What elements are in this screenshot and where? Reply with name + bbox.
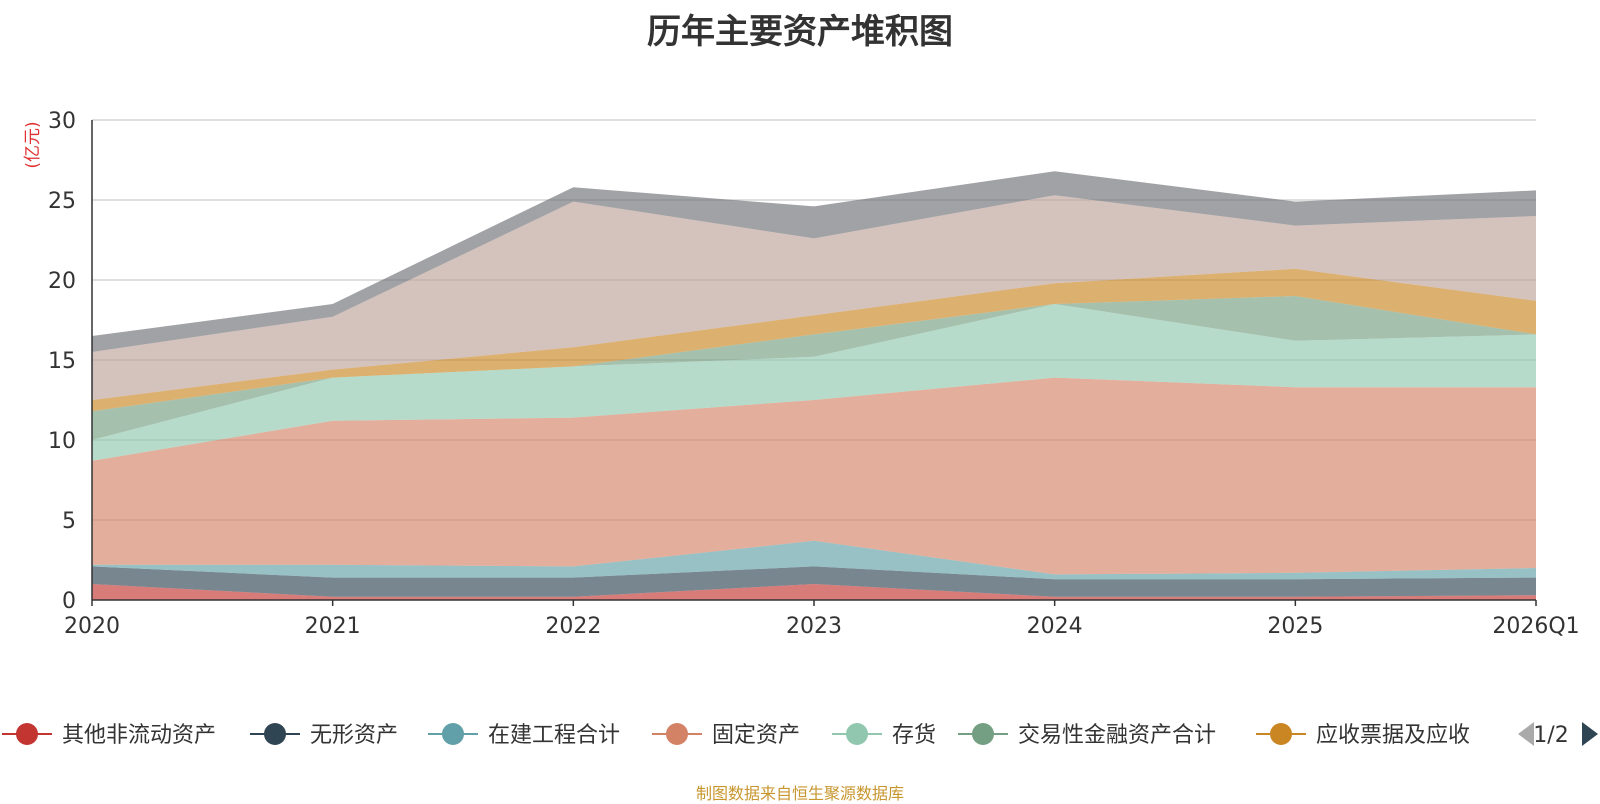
x-tick-label: 2024 [1027,614,1083,639]
legend-item-6[interactable]: 交易性金融资产合计 [958,723,1216,748]
legend-item-1[interactable]: 其他非流动资产 [2,723,216,748]
legend-label: 应收票据及应收 [1316,723,1470,748]
legend-marker-icon [16,723,38,745]
legend-next-icon[interactable] [1582,722,1598,746]
legend-item-3[interactable]: 在建工程合计 [428,723,620,748]
legend-label: 无形资产 [310,723,398,748]
x-tick-label: 2020 [64,614,120,639]
legend-marker-icon [972,723,994,745]
legend-marker-icon [264,723,286,745]
legend-label: 存货 [892,723,936,748]
legend-marker-icon [1270,723,1292,745]
legend-item-2[interactable]: 无形资产 [250,723,398,748]
y-tick-label: 0 [62,589,76,614]
y-tick-label: 30 [48,109,76,134]
y-axis-label: (亿元) [23,121,43,168]
legend-label: 交易性金融资产合计 [1018,723,1216,748]
legend-marker-icon [666,723,688,745]
legend-label: 在建工程合计 [488,723,620,748]
chart-title: 历年主要资产堆积图 [647,12,953,52]
legend-marker-icon [442,723,464,745]
area-series-3 [92,540,1536,580]
area-series-9 [92,171,1536,352]
area-series-7 [92,268,1536,412]
legend-marker-icon [846,723,868,745]
x-tick-label: 2023 [786,614,842,639]
y-tick-label: 5 [62,509,76,534]
legend-label: 其他非流动资产 [62,723,216,748]
x-tick-label: 2021 [305,614,361,639]
x-tick-label: 2026Q1 [1492,614,1579,639]
y-tick-label: 25 [48,189,76,214]
area-series-1 [92,584,1536,600]
area-series-4 [92,377,1536,575]
y-tick-label: 10 [48,429,76,454]
area-series-2 [92,566,1536,597]
y-tick-label: 20 [48,269,76,294]
legend-item-4[interactable]: 固定资产 [652,723,800,748]
x-tick-label: 2025 [1267,614,1323,639]
legend-page-indicator: 1/2 [1533,723,1568,748]
x-tick-label: 2022 [545,614,601,639]
area-series-8 [92,195,1536,400]
legend-item-5[interactable]: 存货 [832,723,936,748]
data-source-note: 制图数据来自恒生聚源数据库 [695,784,904,803]
legend-prev-icon[interactable] [1518,722,1534,746]
area-series-5 [92,304,1536,461]
legend-label: 固定资产 [712,723,800,748]
y-tick-label: 15 [48,349,76,374]
legend-item-7[interactable]: 应收票据及应收 [1256,723,1470,748]
